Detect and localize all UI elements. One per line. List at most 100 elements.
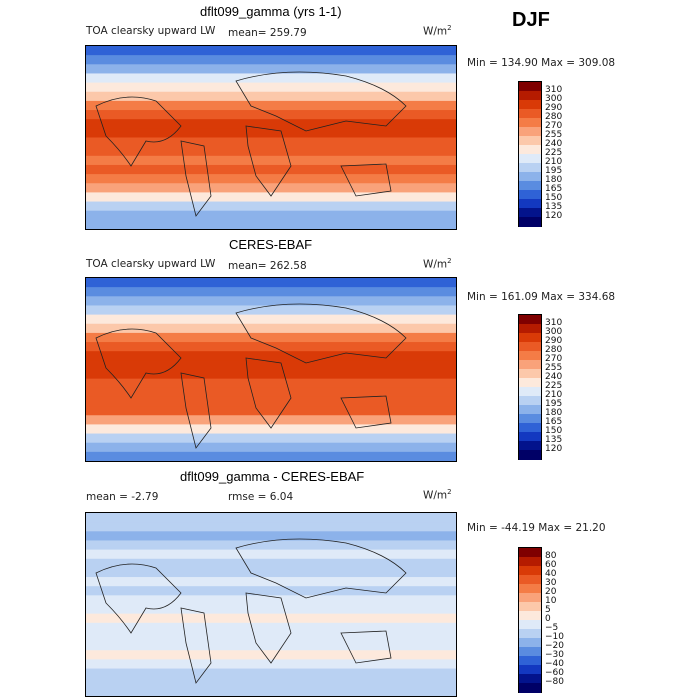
colorbar-level-label: 290	[545, 103, 563, 113]
panel2-colorbar: 310 300 290 280 270 255 240 225 210 195 180 165 150 1…	[518, 314, 562, 460]
map-latitude-band	[86, 201, 456, 212]
colorbar-level-label: 255	[545, 130, 563, 140]
colorbar-segment	[519, 91, 541, 101]
map-latitude-band	[86, 305, 456, 316]
map-latitude-band	[86, 287, 456, 298]
colorbar-level-label: 135	[545, 435, 563, 445]
colorbar-segment	[519, 548, 541, 558]
map-latitude-band	[86, 369, 456, 380]
colorbar-segment	[519, 333, 541, 343]
panel2-minmax: Min = 161.09 Max = 334.68	[467, 291, 616, 303]
colorbar-level-label: 225	[545, 381, 563, 391]
coastline	[340, 630, 392, 664]
map-latitude-band	[86, 631, 456, 643]
panel3-colorbar: 80 60 40 30 20 10 5 0 −5 −10 −20 −30 −40 −60 −80	[518, 547, 564, 693]
colorbar-level-label: 195	[545, 399, 563, 409]
map-latitude-band	[86, 155, 456, 166]
panel2-title: CERES-EBAF	[229, 237, 313, 252]
coastline	[180, 140, 212, 217]
colorbar-level-label: 270	[545, 354, 563, 364]
colorbar-segment	[519, 593, 541, 603]
colorbar-segment	[519, 387, 541, 397]
map-latitude-band	[86, 677, 456, 688]
map-latitude-band	[86, 119, 456, 130]
colorbar-segment	[519, 674, 541, 684]
coastline	[245, 592, 292, 664]
colorbar-level-label: −5	[545, 623, 559, 633]
colorbar-segment	[519, 441, 541, 451]
map-latitude-band	[86, 91, 456, 102]
map-latitude-band	[86, 513, 456, 524]
panel2-units: W/m2	[423, 257, 452, 271]
colorbar-segment	[519, 217, 541, 227]
map-latitude-band	[86, 210, 456, 221]
panel3-title: dflt099_gamma - CERES-EBAF	[180, 469, 365, 484]
map-latitude-band	[86, 641, 456, 652]
map-latitude-band	[86, 323, 456, 334]
colorbar-segment	[519, 611, 541, 621]
panel1-field-label: TOA clearsky upward LW	[86, 25, 216, 37]
colorbar-segment	[519, 629, 541, 639]
panel1-mean: mean= 259.79	[228, 27, 307, 39]
colorbar-level-label: 180	[545, 175, 563, 185]
colorbar-level-label: 20	[545, 587, 557, 597]
panel1-minmax: Min = 134.90 Max = 309.08	[467, 57, 616, 69]
colorbar-level-label: 270	[545, 121, 563, 131]
colorbar-level-label: 5	[545, 605, 551, 615]
panel2-mean: mean= 262.58	[228, 260, 307, 272]
colorbar-level-label: 280	[545, 345, 563, 355]
colorbar-segment	[519, 656, 541, 666]
panel1-title: dflt099_gamma (yrs 1-1)	[200, 4, 342, 19]
map-latitude-band	[86, 531, 456, 542]
colorbar-level-label: 0	[545, 614, 551, 624]
season-title: DJF	[512, 9, 550, 31]
coastline	[340, 163, 392, 197]
colorbar-segment	[519, 638, 541, 648]
coastline	[340, 395, 392, 429]
map-latitude-band	[86, 540, 456, 551]
colorbar-level-label: 255	[545, 363, 563, 373]
panel3-map	[85, 512, 457, 697]
panel2-map	[85, 277, 457, 462]
colorbar-level-label: 225	[545, 148, 563, 158]
colorbar-level-label: 310	[545, 318, 563, 328]
map-latitude-band	[86, 415, 456, 426]
colorbar-segment	[519, 109, 541, 119]
map-latitude-band	[86, 622, 456, 633]
map-latitude-band	[86, 586, 456, 597]
colorbar-segment	[519, 181, 541, 191]
map-latitude-band	[86, 577, 456, 588]
colorbar-level-label: 120	[545, 444, 563, 454]
map-latitude-band	[86, 73, 456, 84]
map-latitude-band	[86, 378, 456, 389]
map-latitude-band	[86, 342, 456, 353]
panel1-units: W/m2	[423, 24, 452, 38]
colorbar-level-label: −40	[545, 659, 564, 669]
coastline	[235, 71, 407, 132]
coastline	[235, 303, 407, 364]
map-field	[86, 278, 456, 461]
map-latitude-band	[86, 613, 456, 624]
colorbar-segment	[519, 163, 541, 173]
map-latitude-band	[86, 668, 456, 679]
map-latitude-band	[86, 278, 456, 289]
coastline	[245, 125, 292, 197]
colorbar-segment	[519, 414, 541, 424]
colorbar-level-label: 10	[545, 596, 557, 606]
colorbar-level-label: −30	[545, 650, 564, 660]
panel1-map	[85, 45, 457, 230]
colorbar-segment	[519, 360, 541, 370]
colorbar-segment	[519, 190, 541, 200]
map-latitude-band	[86, 82, 456, 93]
colorbar-segment	[519, 405, 541, 415]
panel3-mean: mean = -2.79	[86, 491, 159, 503]
colorbar-segment	[519, 118, 541, 128]
map-latitude-band	[86, 46, 456, 57]
colorbar-level-label: 150	[545, 193, 563, 203]
coastline	[180, 607, 212, 684]
map-latitude-band	[86, 146, 456, 157]
map-latitude-band	[86, 686, 456, 696]
colorbar-segment	[519, 324, 541, 334]
panel2-field-label: TOA clearsky upward LW	[86, 258, 216, 270]
colorbar-segment	[519, 584, 541, 594]
